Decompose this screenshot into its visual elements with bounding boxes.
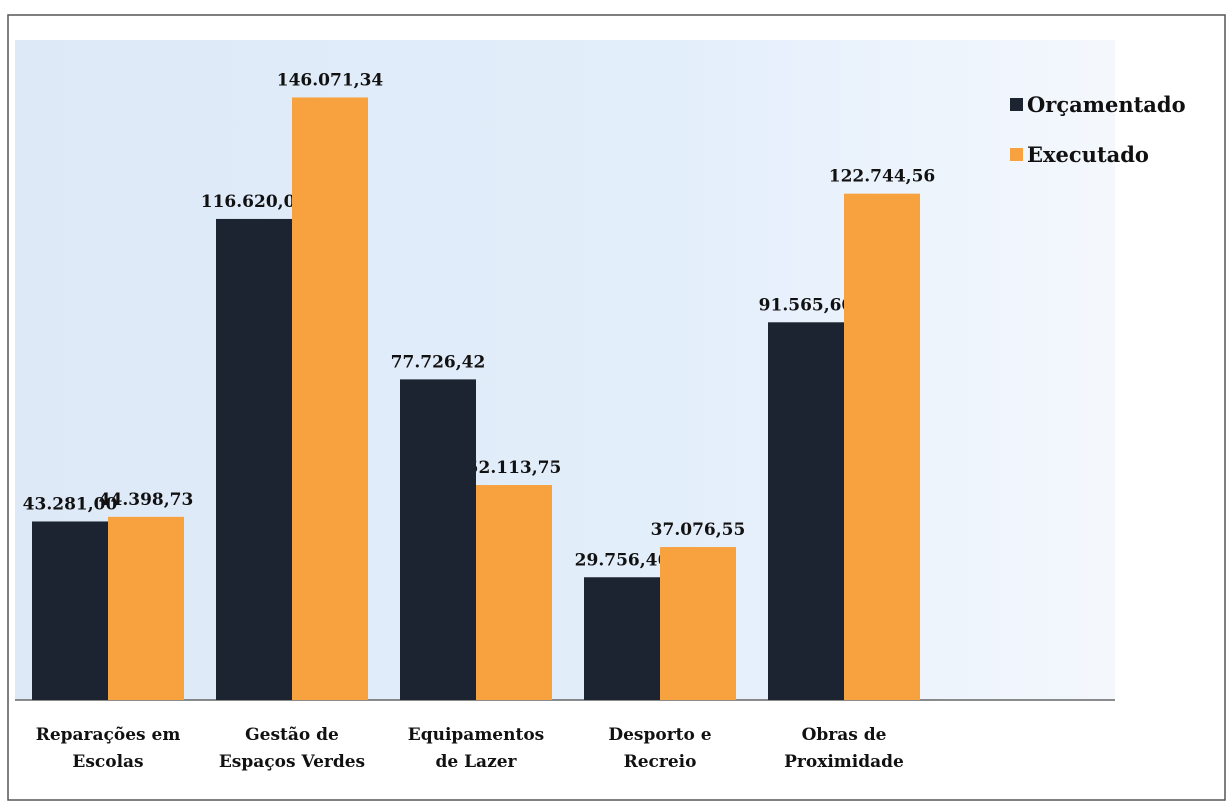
plot-background — [15, 40, 1115, 700]
value-label: 146.071,34 — [277, 70, 384, 90]
value-label: 91.565,60 — [759, 295, 854, 315]
value-label: 44.398,73 — [99, 490, 194, 510]
value-label: 52.113,75 — [467, 458, 562, 478]
bar — [844, 193, 920, 700]
x-tick-label: Reparações em Escolas — [35, 725, 181, 772]
bar — [108, 516, 184, 700]
legend-swatch — [1010, 148, 1023, 161]
bar — [660, 547, 736, 700]
legend-label: Executado — [1027, 142, 1149, 167]
value-label: 37.076,55 — [651, 520, 746, 540]
x-tick-label: Equipamentos de Lazer — [407, 725, 545, 772]
legend-swatch — [1010, 98, 1023, 111]
bar — [476, 485, 552, 700]
value-label: 29.756,46 — [575, 550, 670, 570]
value-label: 116.620,00 — [201, 192, 308, 212]
bar — [768, 322, 844, 700]
bar — [216, 218, 292, 700]
bar — [32, 521, 108, 700]
x-tick-label: Desporto e Recreio — [608, 725, 712, 772]
value-label: 43.281,00 — [23, 494, 118, 514]
value-label: 122.744,56 — [829, 167, 935, 187]
x-tick-label: Gestão de Espaços Verdes — [218, 725, 366, 772]
legend-label: Orçamentado — [1027, 92, 1186, 117]
bar — [292, 97, 368, 701]
bar — [584, 577, 660, 700]
value-label: 77.726,42 — [391, 352, 486, 372]
bar — [400, 379, 476, 700]
x-tick-label: Obras de Proximidade — [784, 725, 904, 772]
